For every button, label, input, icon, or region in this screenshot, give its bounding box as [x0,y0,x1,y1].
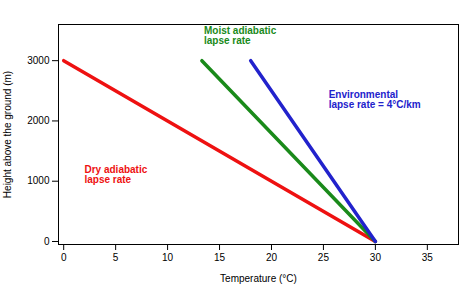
svg-text:Temperature (°C): Temperature (°C) [220,273,297,284]
svg-text:Environmentallapse rate = 4°C/: Environmentallapse rate = 4°C/km [329,89,421,110]
svg-text:2000: 2000 [27,115,50,126]
svg-text:Height above the ground (m): Height above the ground (m) [2,71,13,198]
svg-text:Dry adiabaticlapse rate: Dry adiabaticlapse rate [84,164,147,185]
svg-text:35: 35 [422,252,434,263]
svg-text:30: 30 [370,252,382,263]
svg-text:10: 10 [162,252,174,263]
svg-text:Moist adiabaticlapse rate: Moist adiabaticlapse rate [204,25,277,46]
svg-text:15: 15 [214,252,226,263]
svg-text:3000: 3000 [27,55,50,66]
svg-text:0: 0 [61,252,67,263]
svg-text:20: 20 [266,252,278,263]
svg-text:1000: 1000 [27,175,50,186]
svg-text:0: 0 [44,236,50,247]
svg-text:25: 25 [318,252,330,263]
svg-text:5: 5 [113,252,119,263]
